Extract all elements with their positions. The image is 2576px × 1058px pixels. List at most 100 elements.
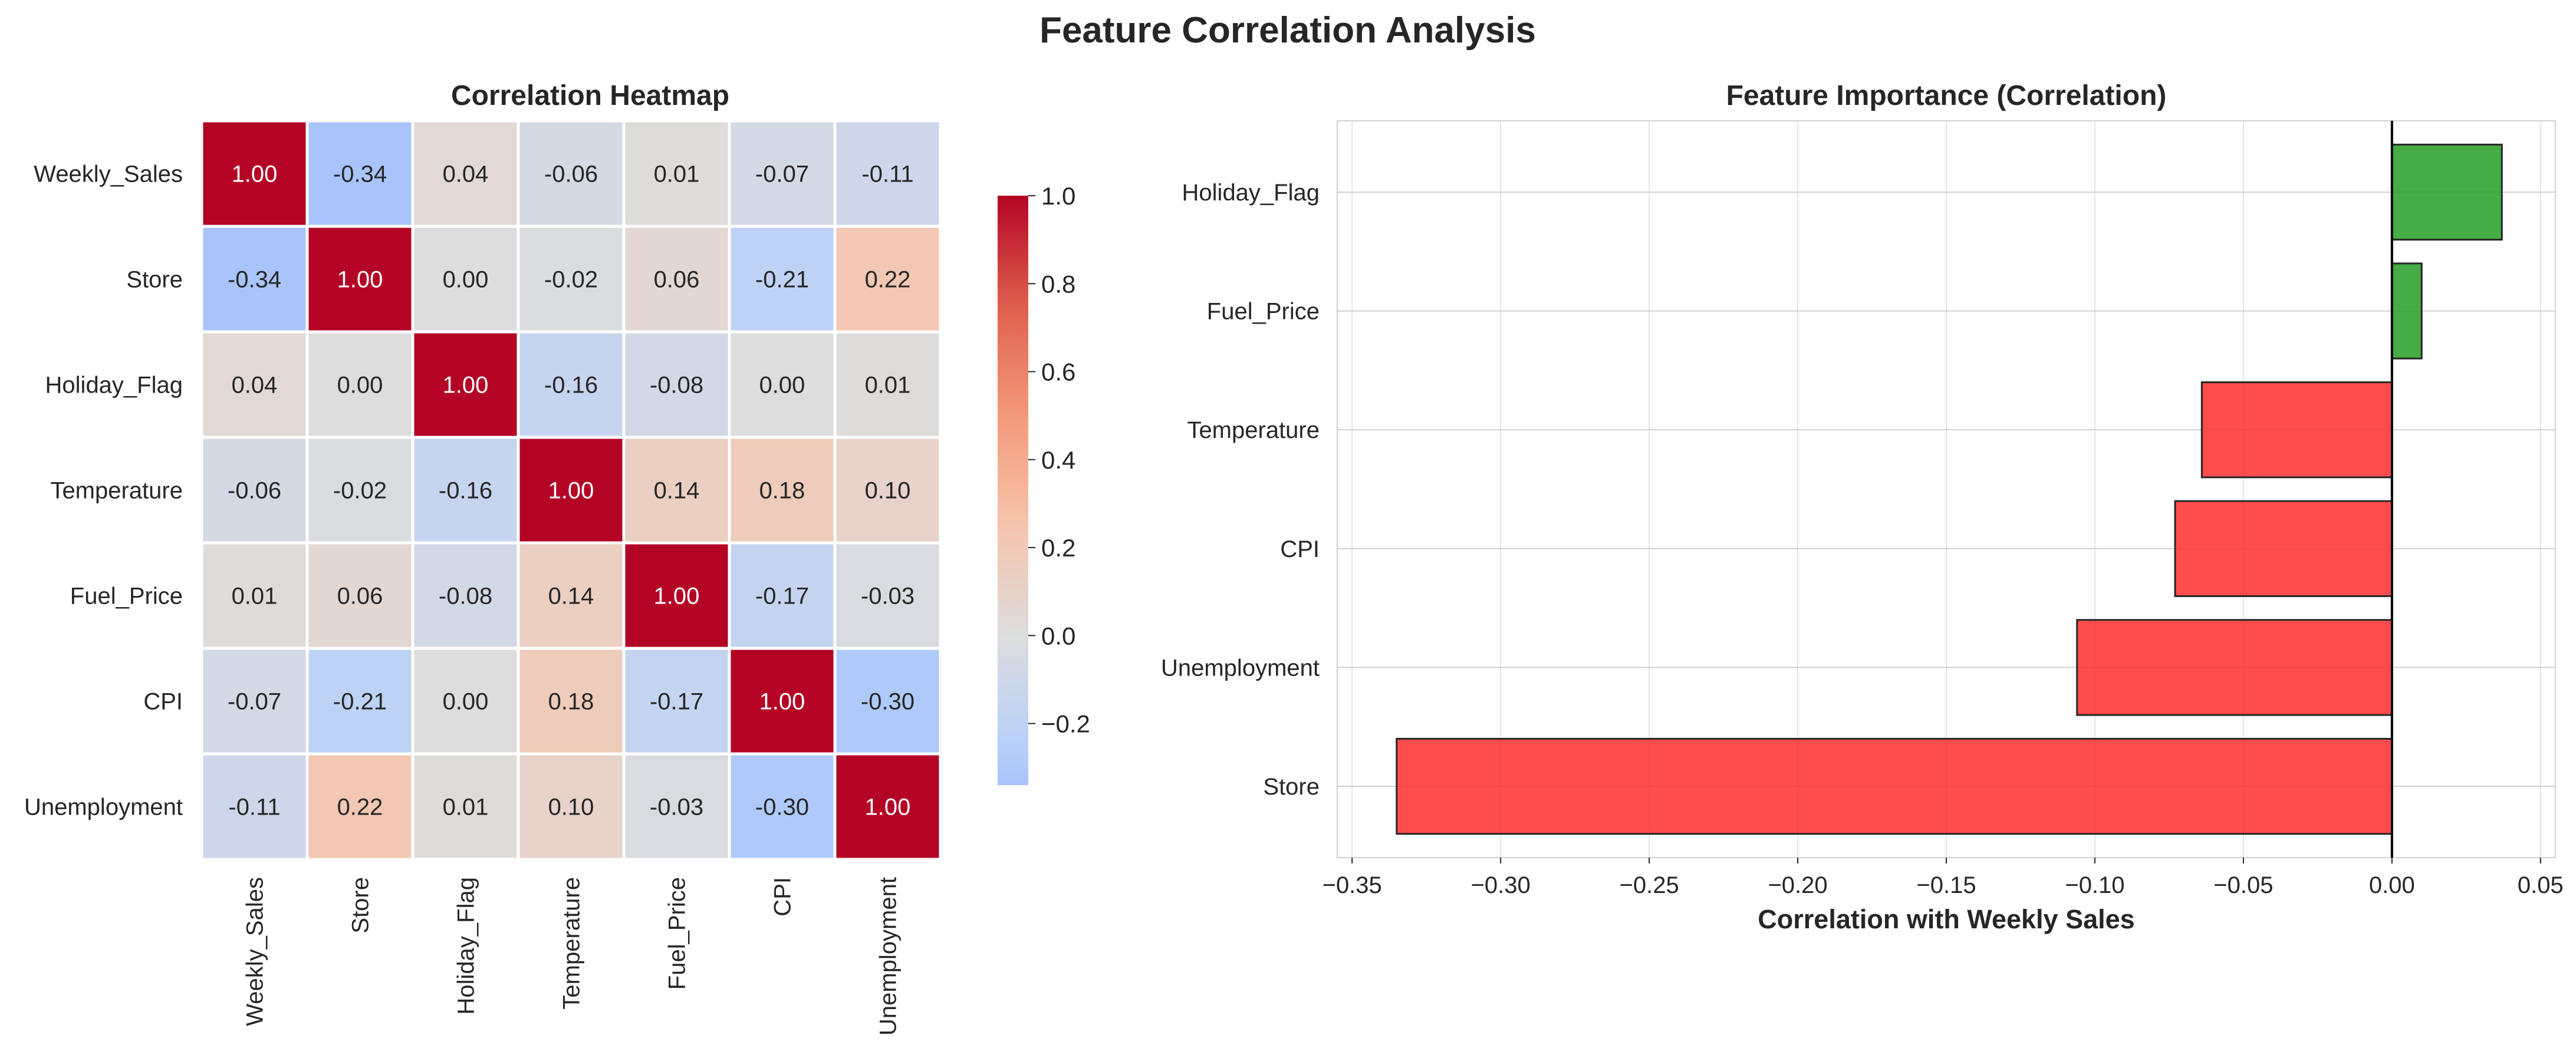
bar [2391, 143, 2503, 241]
heatmap-cell-label: 1.00 [759, 689, 805, 715]
heatmap-cell-label: 1.00 [443, 373, 489, 398]
y-category-label: Temperature [1187, 417, 1320, 443]
heatmap-column-label: Holiday_Flag [453, 877, 479, 1014]
heatmap-cell-label: -0.30 [861, 689, 914, 715]
heatmap-cell [411, 225, 520, 334]
heatmap-cell [833, 436, 942, 545]
colorbar-tick-label: 0.4 [1041, 446, 1075, 474]
heatmap-cells: 1.00 -0.34 0.04 -0.06 0.01 -0.07 -0.11 -0.34 1.0… [200, 119, 942, 861]
heatmap-cell [305, 647, 414, 756]
barchart-xlabel: Correlation with Weekly Sales [1758, 904, 2134, 934]
barchart-title: Feature Importance (Correlation) [1726, 80, 2167, 111]
heatmap-cell [411, 330, 520, 439]
heatmap-cell [833, 225, 942, 334]
heatmap-cell-label: -0.03 [861, 584, 914, 609]
x-tick-label: −0.30 [1471, 872, 1531, 898]
bar [2174, 500, 2393, 597]
bar [2200, 381, 2393, 479]
heatmap-row-label: Unemployment [24, 795, 183, 820]
heatmap-cell-label: 0.00 [337, 373, 383, 398]
heatmap-cell-label: -0.17 [650, 689, 703, 715]
bar-axes: −0.35 −0.30 −0.25 −0.20 −0.15 −0.10 −0.05 0.00 0… [1161, 121, 2564, 898]
heatmap-cell-label: -0.16 [544, 373, 598, 398]
heatmap-cell-label: -0.03 [650, 795, 703, 820]
heatmap-cell-label: 1.00 [548, 478, 594, 504]
heatmap-cell [728, 436, 837, 545]
heatmap-cell-label: 1.00 [337, 267, 383, 293]
x-tick-label: 0.05 [2518, 872, 2564, 898]
colorbar-tick-label: 0.0 [1041, 622, 1075, 650]
heatmap-cell [200, 436, 309, 545]
heatmap-cell [728, 330, 837, 439]
heatmap-cell [833, 647, 942, 756]
colorbar-gradient [998, 196, 1028, 785]
heatmap-cell-label: 0.00 [759, 373, 805, 398]
heatmap-cell [516, 330, 626, 439]
heatmap-column-label: Temperature [559, 877, 585, 1010]
y-category-label: Holiday_Flag [1182, 180, 1320, 206]
heatmap-cell-label: -0.21 [755, 267, 809, 293]
heatmap-cell-label: -0.06 [544, 161, 598, 187]
heatmap-cell-label: 0.06 [337, 584, 383, 609]
heatmap-row-label: Holiday_Flag [45, 373, 183, 398]
bar [1396, 737, 2393, 835]
heatmap-cell-label: 0.01 [232, 584, 278, 609]
heatmap-cell-label: 0.10 [865, 478, 911, 504]
bar [2076, 619, 2393, 716]
heatmap-cell-label: 0.00 [443, 689, 489, 715]
heatmap-row-label: CPI [143, 689, 183, 715]
heatmap-cell-label: 0.04 [232, 373, 278, 398]
heatmap-column-labels: Weekly_Sales Store Holiday_Flag Temperature… [242, 877, 902, 1036]
heatmap-cell-label: -0.11 [861, 161, 913, 187]
heatmap-cell [728, 119, 837, 228]
heatmap-cell-label: -0.11 [228, 795, 280, 820]
heatmap-cell-label: -0.08 [439, 584, 492, 609]
heatmap-cell [728, 752, 837, 861]
heatmap-cell-label: 1.00 [865, 795, 911, 820]
heatmap-cell-label: 0.18 [759, 478, 805, 504]
heatmap-row-labels: Weekly_Sales Store Holiday_Flag Temperature… [24, 161, 183, 820]
heatmap-cell-label: -0.08 [650, 373, 703, 398]
heatmap-column-label: CPI [770, 877, 796, 917]
heatmap-cell [200, 225, 309, 334]
heatmap-cell [305, 119, 414, 228]
heatmap-row-label: Weekly_Sales [34, 161, 183, 187]
heatmap-cell [516, 752, 626, 861]
x-tick-label: 0.00 [2369, 872, 2415, 898]
heatmap-cell-label: 0.14 [654, 478, 700, 504]
x-tick-label: −0.20 [1768, 872, 1827, 898]
heatmap-cell-label: 0.04 [443, 161, 489, 187]
heatmap-cell [833, 330, 942, 439]
x-tick-label: −0.05 [2213, 872, 2273, 898]
colorbar-tick-label: −0.2 [1041, 710, 1090, 738]
y-category-label: Store [1263, 774, 1320, 800]
colorbar-tick-label: 1.0 [1041, 182, 1075, 210]
heatmap-cell-label: -0.02 [544, 267, 598, 293]
heatmap-cell-label: -0.30 [755, 795, 809, 820]
colorbar-tick-label: 0.2 [1041, 534, 1075, 562]
heatmap-cell [411, 752, 520, 861]
correlation-heatmap: Correlation Heatmap 1.00 -0.34 0.04 -0.06 0.… [24, 80, 1090, 1036]
heatmap-cell-label: 0.01 [865, 373, 911, 398]
heatmap-cell-label: 0.22 [865, 267, 911, 293]
bar-series [1396, 143, 2503, 835]
heatmap-row-label: Temperature [50, 478, 183, 504]
colorbar: −0.2 0.0 0.2 0.4 0.6 0.8 1.0 [998, 182, 1090, 785]
heatmap-cell [200, 119, 309, 228]
heatmap-cell-label: 0.01 [443, 795, 489, 820]
heatmap-cell-label: 1.00 [232, 161, 278, 187]
heatmap-cell-label: -0.06 [228, 478, 281, 504]
heatmap-cell-label: 0.22 [337, 795, 383, 820]
heatmap-cell-label: -0.34 [228, 267, 281, 293]
heatmap-cell-label: 0.10 [548, 795, 594, 820]
heatmap-column-label: Weekly_Sales [242, 877, 268, 1026]
x-tick-label: −0.10 [2065, 872, 2124, 898]
heatmap-cell [305, 330, 414, 439]
heatmap-cell-label: -0.07 [755, 161, 809, 187]
figure-title: Feature Correlation Analysis [1039, 10, 1536, 51]
y-category-label: CPI [1280, 536, 1320, 562]
heatmap-cell-label: 0.06 [654, 267, 700, 293]
heatmap-cell-label: 0.01 [654, 161, 700, 187]
